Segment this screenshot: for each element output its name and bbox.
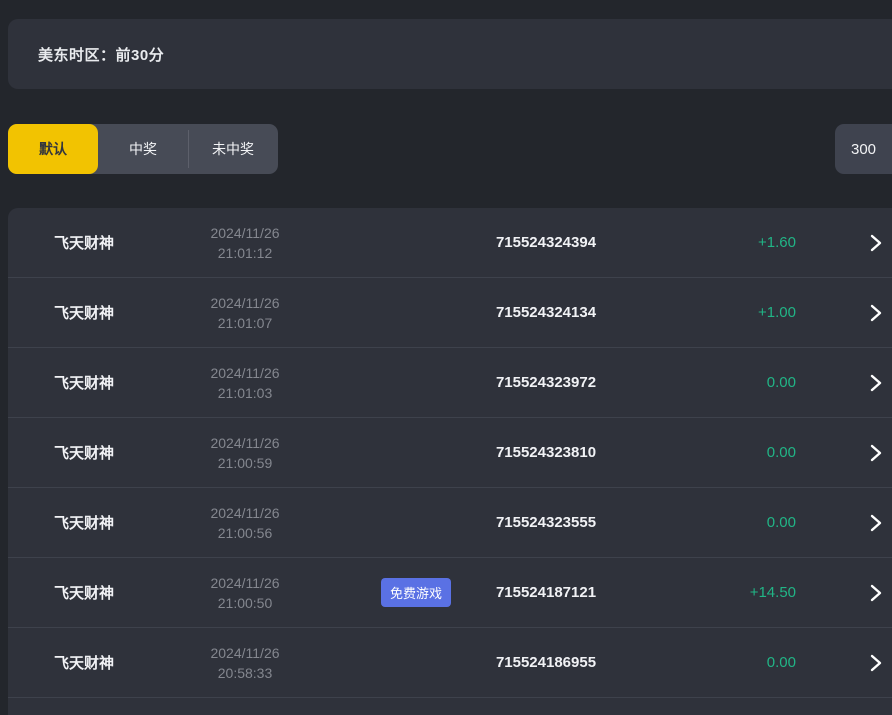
order-number: 715524324134 xyxy=(495,304,597,321)
chevron-right-icon xyxy=(870,514,882,532)
game-name: 飞天财神 xyxy=(54,585,115,602)
chevron-cell xyxy=(796,304,892,322)
order-number: 715524323555 xyxy=(495,514,597,531)
records-list: 飞天财神 2024/11/26 21:01:12 715524324394 +1… xyxy=(8,208,892,715)
record-date: 2024/11/26 xyxy=(210,504,280,521)
amount-value: +1.00 xyxy=(758,304,796,321)
order-number: 715524323810 xyxy=(495,444,597,461)
record-datetime: 2024/11/26 21:01:03 xyxy=(170,363,320,403)
record-time: 21:00:59 xyxy=(217,454,273,471)
game-name: 飞天财神 xyxy=(54,655,115,672)
record-date: 2024/11/26 xyxy=(210,224,280,241)
filter-tabs: 默认 中奖 未中奖 xyxy=(8,124,278,174)
record-datetime: 2024/11/26 21:00:59 xyxy=(170,433,320,473)
amount-value: 0.00 xyxy=(766,374,796,391)
record-datetime: 2024/11/26 21:00:56 xyxy=(170,503,320,543)
record-row[interactable]: 飞天财神 2024/11/26 21:00:59 715524323810 0.… xyxy=(8,418,892,488)
game-name: 飞天财神 xyxy=(54,445,115,462)
amount-value: 0.00 xyxy=(766,514,796,531)
record-time: 21:00:50 xyxy=(217,594,273,611)
record-datetime: 2024/11/26 21:01:07 xyxy=(170,293,320,333)
tab-default[interactable]: 默认 xyxy=(8,124,98,174)
record-date: 2024/11/26 xyxy=(210,294,280,311)
record-row[interactable]: 飞天财神 2024/11/26 20:58:33 715524186955 0.… xyxy=(8,628,892,698)
chevron-cell xyxy=(796,584,892,602)
order-number: 715524323972 xyxy=(495,374,597,391)
timezone-label: 美东时区：前30分 xyxy=(38,46,165,64)
free-game-badge: 免费游戏 xyxy=(380,578,451,607)
record-datetime: 2024/11/26 20:58:33 xyxy=(170,643,320,683)
amount-value: 0.00 xyxy=(766,654,796,671)
record-datetime: 2024/11/26 21:00:50 xyxy=(170,573,320,613)
record-time: 21:00:56 xyxy=(217,524,273,541)
chevron-cell xyxy=(796,514,892,532)
record-date: 2024/11/26 xyxy=(210,644,280,661)
page-size-button[interactable]: 300 xyxy=(835,124,892,174)
chevron-right-icon xyxy=(870,234,882,252)
tab-not-winning[interactable]: 未中奖 xyxy=(188,124,278,174)
record-date: 2024/11/26 xyxy=(210,364,280,381)
game-name: 飞天财神 xyxy=(54,515,115,532)
order-number: 715524324394 xyxy=(495,234,597,251)
record-datetime: 2024/11/26 21:01:12 xyxy=(170,223,320,263)
game-name: 飞天财神 xyxy=(54,235,115,252)
tab-default-label: 默认 xyxy=(39,141,67,157)
chevron-right-icon xyxy=(870,374,882,392)
amount-value: 0.00 xyxy=(766,444,796,461)
record-row[interactable]: 飞天财神 2024/11/26 21:01:03 715524323972 0.… xyxy=(8,348,892,418)
timezone-bar: 美东时区：前30分 xyxy=(8,19,892,89)
record-row[interactable]: 飞天财神 2024/11/26 21:00:56 715524323555 0.… xyxy=(8,488,892,558)
chevron-cell xyxy=(796,374,892,392)
record-date: 2024/11/26 xyxy=(210,574,280,591)
page-size-label: 300 xyxy=(850,140,877,158)
record-row[interactable]: 飞天财神 2024/11/26 21:00:50 免费游戏 7155241871… xyxy=(8,558,892,628)
chevron-cell xyxy=(796,444,892,462)
order-number: 715524186955 xyxy=(495,654,597,671)
chevron-right-icon xyxy=(870,304,882,322)
game-name: 飞天财神 xyxy=(54,375,115,392)
game-name: 飞天财神 xyxy=(54,305,115,322)
chevron-cell xyxy=(796,654,892,672)
tab-not-winning-label: 未中奖 xyxy=(212,141,254,157)
record-time: 21:01:03 xyxy=(217,384,273,401)
tab-winning-label: 中奖 xyxy=(129,141,157,157)
chevron-right-icon xyxy=(870,444,882,462)
record-time: 21:01:07 xyxy=(217,314,273,331)
record-date: 2024/11/26 xyxy=(210,434,280,451)
chevron-right-icon xyxy=(870,654,882,672)
record-time: 20:58:33 xyxy=(217,664,273,681)
amount-value: +14.50 xyxy=(749,584,796,601)
amount-value: +1.60 xyxy=(758,234,796,251)
record-row[interactable]: 飞天财神 2024/11/26 21:01:12 715524324394 +1… xyxy=(8,208,892,278)
order-number: 715524187121 xyxy=(495,584,597,601)
record-time: 21:01:12 xyxy=(217,244,273,261)
record-row[interactable]: 飞天财神 2024/11/26 21:01:07 715524324134 +1… xyxy=(8,278,892,348)
badge-cell: 免费游戏 xyxy=(320,578,486,607)
chevron-right-icon xyxy=(870,584,882,602)
chevron-cell xyxy=(796,234,892,252)
tab-winning[interactable]: 中奖 xyxy=(98,124,188,174)
